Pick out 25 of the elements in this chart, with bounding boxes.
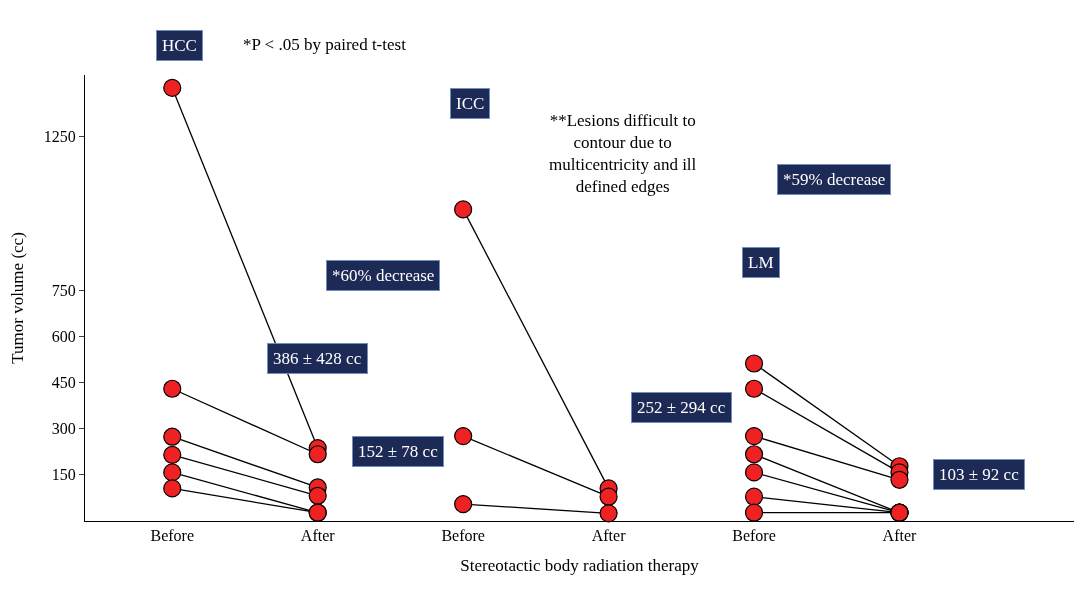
annotation: LM bbox=[748, 253, 774, 272]
annotation: 103 ± 92 cc bbox=[939, 465, 1020, 484]
x-tick-label: Before bbox=[441, 527, 485, 545]
x-tick-label: Before bbox=[150, 527, 195, 545]
text: HCC bbox=[162, 36, 197, 55]
x-tick-label: After bbox=[882, 527, 918, 545]
annotation: 252 ± 294 cc bbox=[637, 398, 726, 417]
y-tick-label: 1250 bbox=[43, 128, 76, 146]
x-tick-label: Before bbox=[732, 527, 776, 545]
y-tick-label: 300 bbox=[51, 420, 76, 438]
x-axis-title: Stereotactic body radiation therapy bbox=[460, 555, 700, 575]
annotation: *59% decrease bbox=[783, 170, 886, 189]
y-axis-title: Tumor volume (cc) bbox=[8, 232, 28, 364]
annotation: *60% decrease bbox=[332, 266, 435, 285]
y-tick-label: 450 bbox=[51, 374, 76, 392]
annotation: 152 ± 78 cc bbox=[358, 442, 439, 461]
annotation: **Lesions difficult to contour due to multicentricity and ill defined edges bbox=[549, 111, 697, 197]
y-tick-label: 150 bbox=[51, 466, 76, 484]
x-tick-label: After bbox=[300, 527, 336, 545]
annotation: 386 ± 428 cc bbox=[273, 349, 362, 368]
y-tick-label: 600 bbox=[51, 328, 76, 346]
text: *P < .05 by paired t-test bbox=[243, 35, 407, 54]
annotation: ICC bbox=[456, 94, 485, 113]
y-tick-label: 750 bbox=[51, 281, 76, 299]
x-tick-label: After bbox=[591, 527, 627, 545]
